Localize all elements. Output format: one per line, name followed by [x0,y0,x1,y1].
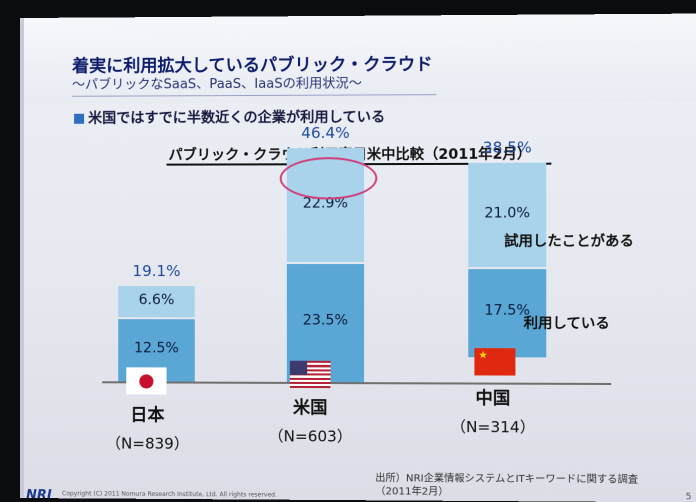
slide-subtitle: ～パブリックなSaaS、PaaS、IaaSの利用状況～ [72,72,362,92]
category-label-china: 中国 [457,383,529,409]
slide: 着実に利用拡大しているパブリック・クラウド ～パブリックなSaaS、PaaS、I… [20,14,696,502]
category-label-japan: 日本 [112,400,182,425]
usa-flag-icon [290,361,331,388]
japan-flag-icon [126,367,166,394]
highlight-ellipse [280,157,378,200]
total-label-japan: 19.1% [108,262,205,280]
sample-size-china: （N=314） [442,416,545,438]
china-flag-icon: ★ [474,348,515,375]
nri-logo: NRI [26,488,52,502]
sample-size-usa: （N=603） [259,425,361,447]
total-label-china: 38.5% [458,138,557,157]
legend-label-trial: 試用したことがある [504,231,634,251]
data-label-using-japan: 12.5% [118,340,195,356]
total-label-usa: 46.4% [277,124,375,142]
data-label-trial-japan: 6.6% [118,292,195,308]
slide-edge [20,18,24,498]
data-label-trial-china: 21.0% [468,205,546,221]
category-label-usa: 米国 [275,393,346,418]
data-label-using-usa: 23.5% [287,313,364,329]
source-note: 出所）NRI企業情報システムとITキーワードに関する調査 （2011年2月） [375,472,638,500]
bullet-square-icon [74,114,84,124]
legend-label-using: 利用している [524,313,610,333]
footer-copyright: Copyright (C) 2011 Nomura Research Insti… [62,490,277,498]
chart-baseline [102,381,611,385]
source-line-2: （2011年2月） [375,485,638,500]
sample-size-japan: （N=839） [97,432,198,454]
